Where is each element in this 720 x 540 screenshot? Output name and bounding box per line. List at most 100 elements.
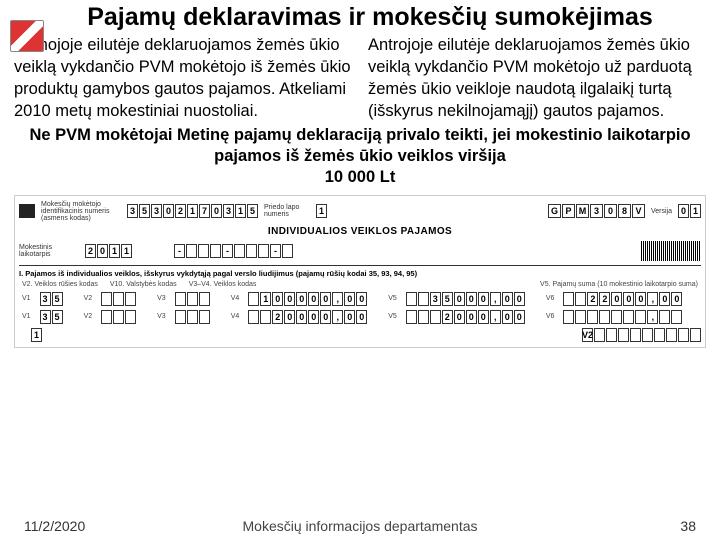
- sub-a: V2. Veiklos rūšies kodas: [19, 281, 101, 288]
- footer-page-number: 38: [680, 518, 696, 534]
- box-cell: [418, 292, 429, 306]
- right-column: Antrojoje eilutėje deklaruojamos žemės ū…: [368, 34, 706, 123]
- box-cell: [186, 244, 197, 258]
- box-cell: -: [270, 244, 281, 258]
- box-cell: V2: [582, 328, 593, 342]
- field-label: V2: [81, 295, 96, 302]
- section-header: I. Pajamos iš individualios veiklos, išs…: [19, 268, 701, 279]
- period-label: Mokestinis laikotarpis: [19, 244, 79, 258]
- box-cell: 3: [127, 204, 138, 218]
- box-cell: [248, 310, 259, 324]
- sub-d: V5. Pajamų suma (10 mokestinio laikotarp…: [537, 281, 701, 288]
- box-cell: 0: [502, 292, 513, 306]
- version-boxes: 01: [678, 204, 701, 218]
- box-cell: 7: [199, 204, 210, 218]
- box-cell: [587, 310, 598, 324]
- box-cell: [258, 244, 269, 258]
- field-label: V2: [81, 313, 96, 320]
- box-cell: 1: [235, 204, 246, 218]
- box-cell: 1: [690, 204, 701, 218]
- box-cell: [175, 292, 186, 306]
- box-cell: 0: [478, 310, 489, 324]
- box-cell: [611, 310, 622, 324]
- box-cell: 0: [163, 204, 174, 218]
- box-cell: [671, 310, 682, 324]
- box-cell: 0: [344, 292, 355, 306]
- value-boxes: 20000,00: [248, 310, 367, 324]
- two-column-text: Pirmojoje eilutėje deklaruojamos žemės ū…: [14, 34, 706, 123]
- box-cell: [406, 292, 417, 306]
- pusl-boxes: 1: [316, 204, 327, 218]
- id-label: Mokesčių mokėtojo identifikacinis numeri…: [41, 201, 121, 222]
- page-num-label: Priedo lapo numeris: [264, 204, 310, 218]
- box-cell: 0: [284, 292, 295, 306]
- field-label: V5: [385, 295, 400, 302]
- coat-of-arms-logo: [10, 20, 44, 52]
- box-cell: ,: [332, 292, 343, 306]
- box-cell: 1: [121, 244, 132, 258]
- left-column: Pirmojoje eilutėje deklaruojamos žemės ū…: [14, 34, 352, 123]
- box-cell: 2: [85, 244, 96, 258]
- box-cell: 2: [272, 310, 283, 324]
- box-cell: 0: [272, 292, 283, 306]
- box-cell: 0: [514, 292, 525, 306]
- top-letter-boxes: GPM308V: [548, 204, 645, 218]
- box-cell: 8: [618, 204, 631, 218]
- box-cell: 1: [109, 244, 120, 258]
- value-boxes: 35: [40, 310, 63, 324]
- box-cell: [418, 310, 429, 324]
- box-cell: [246, 244, 257, 258]
- box-cell: [210, 244, 221, 258]
- dash-boxes: ---: [174, 244, 293, 258]
- box-cell: [125, 292, 136, 306]
- id-boxes: 35302170315: [127, 204, 258, 218]
- box-cell: [113, 292, 124, 306]
- box-cell: [187, 292, 198, 306]
- box-cell: 0: [502, 310, 513, 324]
- box-cell: [606, 328, 617, 342]
- slide-title: Pajamų deklaravimas ir mokesčių sumokėji…: [14, 4, 706, 32]
- box-cell: 5: [52, 310, 63, 324]
- box-cell: 0: [514, 310, 525, 324]
- footer: 11/2/2020 Mokesčių informacijos departam…: [0, 518, 720, 534]
- box-cell: 0: [296, 292, 307, 306]
- note-line-2: 10 000 Lt: [14, 167, 706, 188]
- box-cell: [563, 292, 574, 306]
- note-line-1: Ne PVM mokėtojai Metinę pajamų deklaraci…: [14, 125, 706, 168]
- box-cell: 2: [442, 310, 453, 324]
- box-cell: 0: [308, 292, 319, 306]
- box-cell: G: [548, 204, 561, 218]
- box-cell: [563, 310, 574, 324]
- box-cell: 0: [454, 292, 465, 306]
- box-cell: 0: [635, 292, 646, 306]
- box-cell: -: [174, 244, 185, 258]
- box-cell: ,: [647, 292, 658, 306]
- box-cell: [575, 310, 586, 324]
- box-cell: [406, 310, 417, 324]
- box-cell: [175, 310, 186, 324]
- box-cell: [630, 328, 641, 342]
- box-cell: [234, 244, 245, 258]
- box-cell: [642, 328, 653, 342]
- field-label: V3: [154, 295, 169, 302]
- value-boxes: 2000,00: [406, 310, 525, 324]
- value-boxes: 35: [40, 292, 63, 306]
- box-cell: 0: [344, 310, 355, 324]
- box-cell: 0: [659, 292, 670, 306]
- version-label: Versija: [651, 208, 672, 215]
- box-cell: [575, 292, 586, 306]
- box-cell: 0: [211, 204, 222, 218]
- box-cell: ,: [647, 310, 658, 324]
- box-cell: V: [632, 204, 645, 218]
- barcode-icon: [641, 241, 701, 261]
- box-cell: ,: [490, 292, 501, 306]
- box-cell: [199, 292, 210, 306]
- box-cell: [690, 328, 701, 342]
- box-cell: 3: [223, 204, 234, 218]
- box-cell: [187, 310, 198, 324]
- field-label: V3: [154, 313, 169, 320]
- black-box-icon: [19, 204, 35, 218]
- value-boxes: 1: [31, 328, 42, 342]
- box-cell: -: [222, 244, 233, 258]
- box-cell: 0: [454, 310, 465, 324]
